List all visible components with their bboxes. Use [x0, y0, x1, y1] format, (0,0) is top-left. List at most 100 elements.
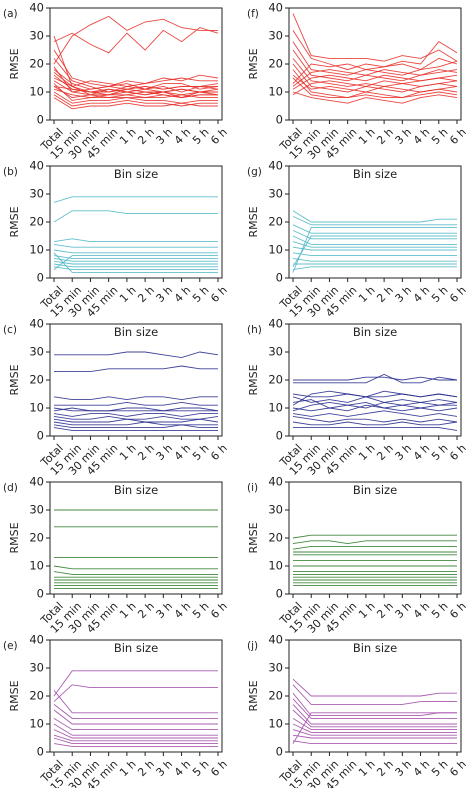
y-tick-label: 10 [29, 717, 44, 731]
x-axis-label: Bin size [353, 167, 397, 181]
series-line-2 [292, 540, 457, 545]
x-tick-label: 2 h [374, 758, 396, 780]
series-line-15 [53, 72, 218, 87]
y-tick-label: 0 [37, 113, 44, 127]
series-line-12 [53, 255, 218, 270]
series-line-3 [53, 690, 218, 714]
x-tick-label: 2 h [135, 126, 157, 148]
series-line-5 [53, 407, 219, 412]
x-tick-label: 5 h [429, 600, 451, 622]
series-line-10 [53, 266, 218, 271]
x-tick-label: 5 h [429, 126, 451, 148]
series-line-6 [53, 413, 218, 417]
series-line-4 [53, 49, 219, 87]
x-tick-label: 2 h [374, 442, 396, 464]
y-tick-label: 0 [37, 745, 44, 759]
panel-label: (c) [3, 324, 17, 336]
y-tick-label: 20 [29, 373, 44, 387]
series-line-6 [53, 723, 218, 736]
series-line-9 [53, 263, 218, 268]
series-line-8 [53, 734, 218, 742]
y-tick-label: 0 [37, 429, 44, 443]
series-line-4 [292, 396, 458, 403]
x-tick-label: 6 h [208, 758, 230, 780]
series-line-11 [53, 427, 218, 431]
series-line-10 [53, 424, 218, 429]
series-line-3 [53, 238, 218, 243]
series-line-11 [53, 704, 218, 719]
series-line-7 [53, 69, 219, 93]
series-line-13 [292, 235, 457, 268]
series-line-3 [53, 396, 218, 401]
series-line-14 [292, 91, 458, 104]
series-line-3 [292, 224, 457, 234]
series-line-8 [292, 252, 457, 257]
y-axis-label: RMSE [247, 206, 260, 237]
series-line-4 [53, 709, 218, 725]
x-tick-label: 6 h [447, 600, 469, 622]
x-tick-label: 5 h [429, 442, 451, 464]
x-tick-label: 5 h [190, 126, 212, 148]
y-tick-label: 0 [37, 271, 44, 285]
series-line-3 [292, 545, 457, 550]
y-tick-label: 30 [268, 29, 283, 43]
series-line-13 [292, 69, 458, 87]
series-line-7 [53, 415, 219, 420]
x-tick-label: 5 h [190, 758, 212, 780]
series-line-3 [292, 692, 457, 717]
x-tick-label: 3 h [154, 600, 176, 622]
x-tick-label: 5 h [190, 284, 212, 306]
x-axis-label: Bin size [353, 483, 397, 497]
x-tick-label: 4 h [411, 600, 433, 622]
x-tick-label: 4 h [411, 758, 433, 780]
series-line-8 [292, 77, 458, 99]
x-tick-label: 1 h [356, 600, 378, 622]
x-tick-label: 2 h [135, 284, 157, 306]
series-line-12 [292, 712, 457, 744]
x-tick-label: 4 h [411, 442, 433, 464]
y-tick-label: 40 [29, 317, 44, 331]
y-axis-label: RMSE [8, 680, 21, 711]
series-line-10 [292, 74, 458, 90]
x-tick-label: 5 h [429, 758, 451, 780]
x-tick-label: 4 h [172, 126, 194, 148]
y-tick-label: 10 [268, 559, 283, 573]
y-tick-label: 40 [29, 475, 44, 489]
series-line-10 [53, 58, 219, 93]
series-line-1 [293, 376, 457, 381]
x-axis-label: Bin size [114, 325, 158, 339]
y-tick-label: 10 [268, 243, 283, 257]
y-tick-label: 40 [268, 159, 283, 173]
x-tick-label: 3 h [154, 284, 176, 306]
y-tick-label: 20 [29, 215, 44, 229]
x-tick-label: 1 h [356, 126, 378, 148]
series-line-8 [53, 91, 218, 104]
y-axis-label: RMSE [247, 680, 260, 711]
y-axis-label: RMSE [8, 48, 21, 79]
series-line-2 [53, 15, 218, 65]
series-line-9 [292, 421, 458, 426]
series-line-1 [53, 670, 218, 697]
series-line-7 [53, 729, 218, 739]
y-tick-label: 30 [29, 187, 44, 201]
x-tick-label: 3 h [393, 442, 415, 464]
y-tick-label: 10 [268, 717, 283, 731]
series-line-11 [53, 252, 218, 273]
y-tick-label: 30 [268, 661, 283, 675]
series-line-9 [53, 737, 218, 745]
x-tick-label: 2 h [374, 126, 396, 148]
x-tick-label: 6 h [447, 126, 469, 148]
x-tick-label: 3 h [154, 758, 176, 780]
series-line-2 [53, 210, 218, 223]
x-tick-label: 2 h [374, 600, 396, 622]
x-tick-label: 1 h [117, 600, 139, 622]
y-tick-label: 0 [276, 587, 283, 601]
series-line-6 [292, 404, 458, 412]
